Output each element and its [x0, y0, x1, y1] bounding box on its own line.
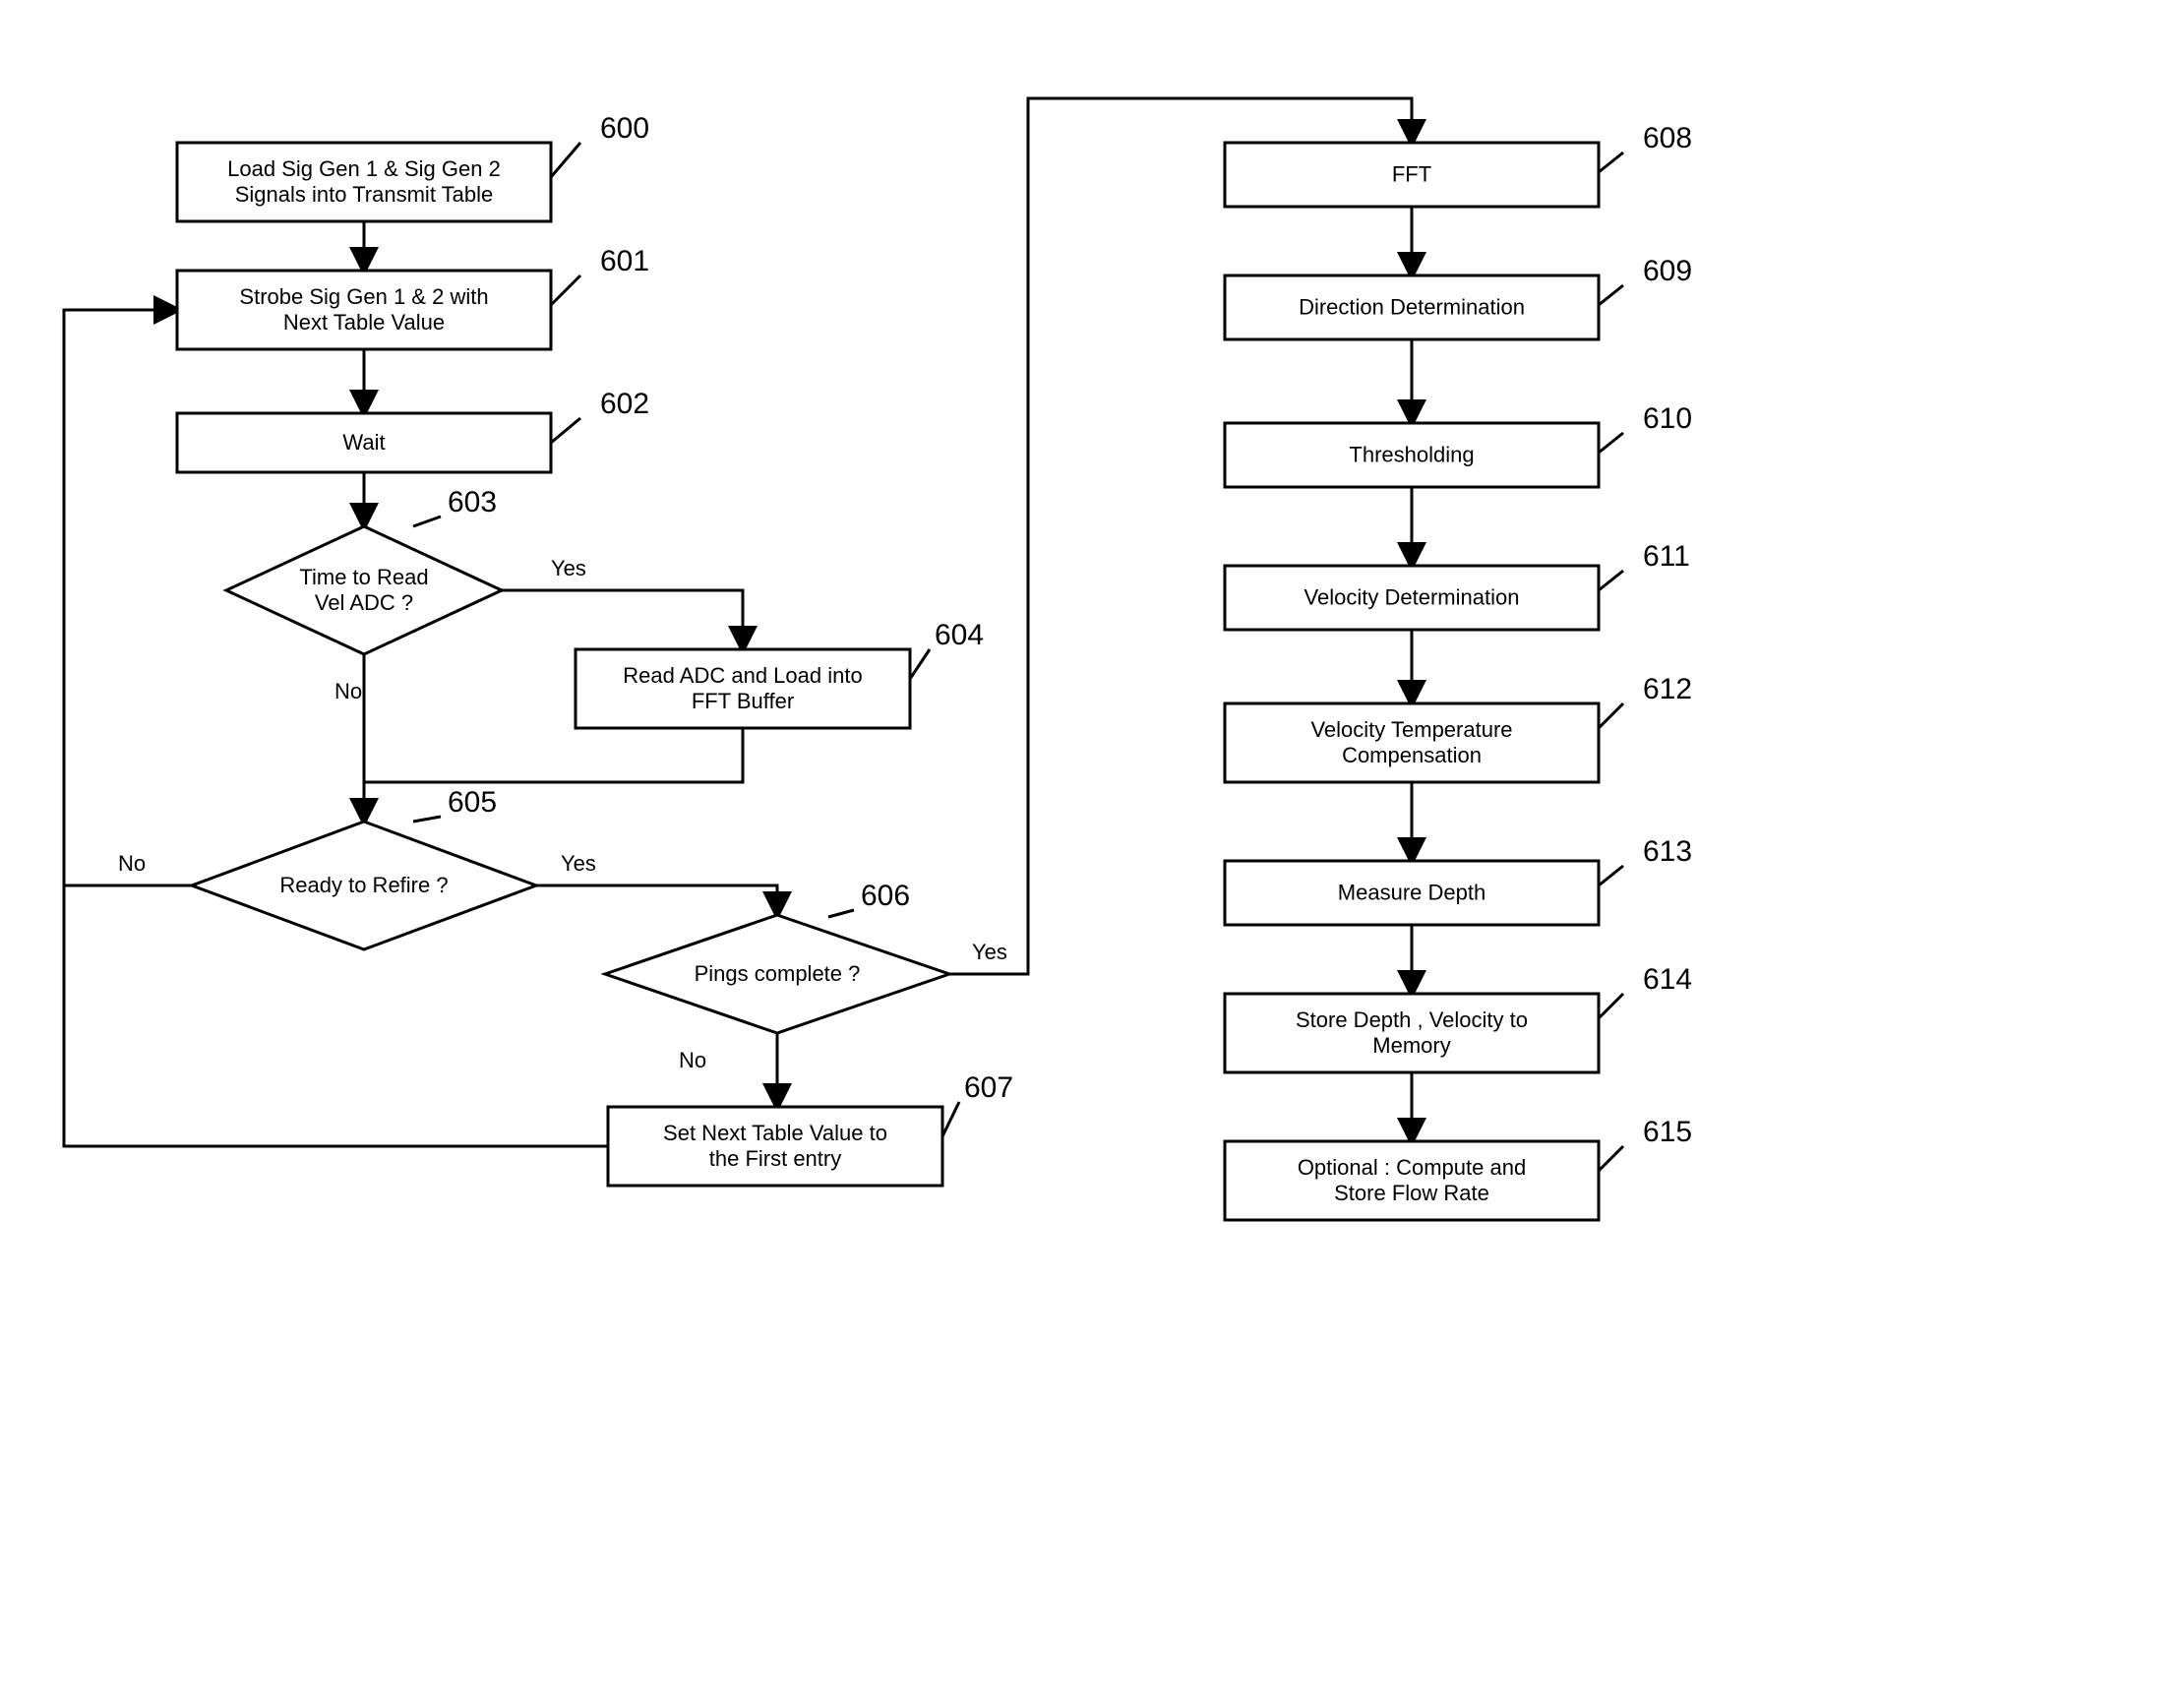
- reference-number: 611: [1643, 540, 1690, 573]
- node-text: Direction Determination: [1299, 295, 1525, 320]
- flowchart-edge: [502, 590, 743, 649]
- node-text: Time to Read: [299, 565, 428, 589]
- reference-number: 614: [1643, 963, 1692, 996]
- label-leader: [910, 649, 930, 679]
- node-text: Store Depth , Velocity to: [1296, 1007, 1528, 1032]
- label-leader: [1599, 703, 1623, 728]
- reference-number: 601: [600, 245, 649, 277]
- node-text: Load Sig Gen 1 & Sig Gen 2: [227, 156, 501, 181]
- node-text: Optional : Compute and: [1298, 1155, 1526, 1180]
- label-leader: [413, 517, 441, 526]
- reference-number: 615: [1643, 1116, 1692, 1148]
- node-text: Strobe Sig Gen 1 & 2 with: [239, 284, 488, 309]
- label-leader: [1599, 1146, 1623, 1171]
- node-text: Thresholding: [1349, 443, 1474, 467]
- node-text: Velocity Determination: [1304, 585, 1520, 610]
- flowchart-edge: [536, 885, 777, 915]
- reference-number: 612: [1643, 673, 1692, 705]
- reference-number: 602: [600, 388, 649, 420]
- label-leader: [413, 817, 441, 822]
- label-leader: [1599, 994, 1623, 1018]
- node-text: Compensation: [1342, 743, 1482, 767]
- edge-label: No: [334, 679, 362, 703]
- reference-number: 603: [448, 486, 497, 518]
- node-text: Read ADC and Load into: [623, 663, 862, 688]
- label-leader: [1599, 433, 1623, 453]
- node-text: FFT: [1392, 162, 1431, 187]
- flowchart-edge: [64, 310, 192, 885]
- reference-number: 613: [1643, 835, 1692, 868]
- reference-number: 605: [448, 786, 497, 819]
- flowchart-edge: [364, 728, 743, 782]
- node-text: Ready to Refire ?: [279, 873, 448, 897]
- label-leader: [551, 143, 580, 177]
- label-leader: [551, 418, 580, 443]
- reference-number: 600: [600, 112, 649, 145]
- edge-label: Yes: [551, 556, 586, 580]
- label-leader: [1599, 152, 1623, 172]
- edge-label: No: [679, 1048, 706, 1072]
- node-text: Set Next Table Value to: [663, 1121, 887, 1145]
- node-text: Next Table Value: [283, 310, 445, 335]
- reference-number: 606: [861, 880, 910, 912]
- label-leader: [1599, 285, 1623, 305]
- reference-number: 608: [1643, 122, 1692, 154]
- node-text: the First entry: [709, 1146, 841, 1171]
- node-text: Measure Depth: [1338, 881, 1486, 905]
- node-text: FFT Buffer: [692, 689, 794, 713]
- label-leader: [551, 275, 580, 305]
- node-text: Wait: [342, 430, 385, 455]
- flowchart-edge: [949, 98, 1412, 974]
- label-leader: [942, 1102, 959, 1136]
- node-text: Pings complete ?: [695, 961, 861, 986]
- node-text: Memory: [1372, 1033, 1450, 1058]
- edge-label: Yes: [561, 851, 596, 876]
- flowchart-diagram: Load Sig Gen 1 & Sig Gen 2Signals into T…: [30, 30, 1702, 1259]
- label-leader: [1599, 866, 1623, 885]
- node-text: Vel ADC ?: [315, 590, 413, 615]
- node-text: Signals into Transmit Table: [235, 182, 494, 207]
- reference-number: 610: [1643, 402, 1692, 435]
- edge-label: No: [118, 851, 146, 876]
- reference-number: 609: [1643, 255, 1692, 287]
- node-text: Store Flow Rate: [1334, 1181, 1489, 1205]
- reference-number: 604: [935, 619, 984, 651]
- label-leader: [1599, 571, 1623, 590]
- reference-number: 607: [964, 1071, 1013, 1104]
- edge-label: Yes: [972, 940, 1007, 964]
- node-text: Velocity Temperature: [1310, 717, 1512, 742]
- label-leader: [828, 910, 854, 917]
